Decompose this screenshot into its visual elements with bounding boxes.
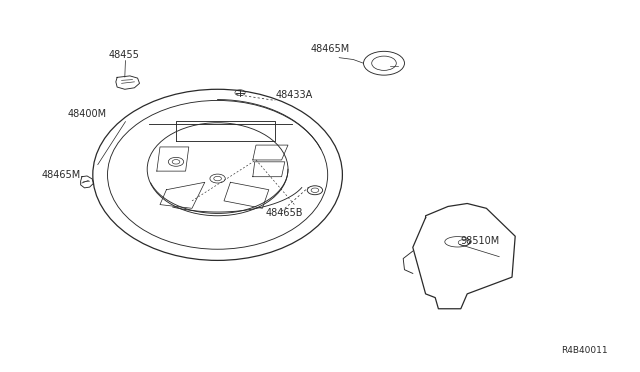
Text: 48455: 48455	[109, 49, 140, 60]
Text: 98510M: 98510M	[461, 235, 500, 246]
Text: 48400M: 48400M	[67, 109, 106, 119]
Text: 48465B: 48465B	[266, 208, 303, 218]
Text: 48465M: 48465M	[42, 170, 81, 180]
Text: 48433A: 48433A	[275, 90, 312, 100]
Text: R4B40011: R4B40011	[561, 346, 608, 355]
Text: 48465M: 48465M	[310, 44, 349, 54]
